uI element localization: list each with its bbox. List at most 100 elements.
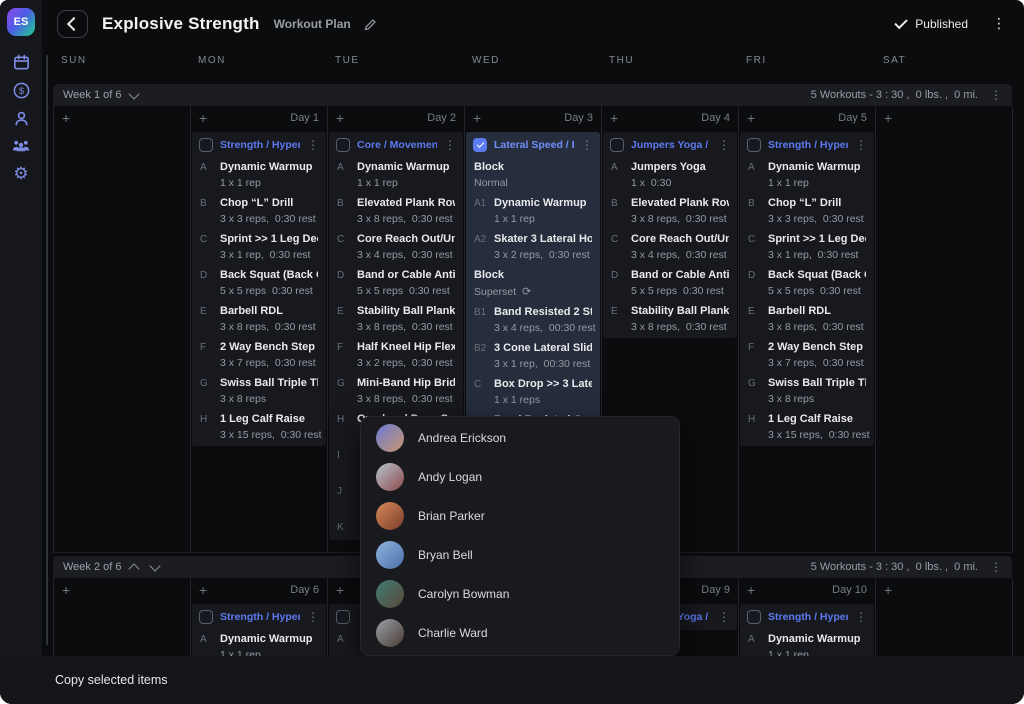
exercise-row[interactable]: D Band or Cable Anti Rotati... 5 x 5 reps … (603, 266, 737, 302)
workout-checkbox[interactable] (473, 138, 487, 152)
exercise-row[interactable]: A Jumpers Yoga 1 x 0:30 (603, 158, 737, 194)
exercise-row[interactable]: H 1 Leg Calf Raise 3 x 15 reps, 0:30 rest (740, 410, 874, 446)
exercise-row[interactable]: D Back Squat (Back Off Set) 5 x 5 reps 0:3… (740, 266, 874, 302)
exercise-row[interactable]: H 1 Leg Calf Raise 3 x 15 reps, 0:30 rest (192, 410, 326, 446)
exercise-row[interactable]: B Elevated Plank Row 3 x 8 reps, 0:30 rest (329, 194, 463, 230)
exercise-row[interactable]: A Dynamic Warmup 1 x 1 rep (192, 158, 326, 194)
exercise-row[interactable]: B2 3 Cone Lateral Slide 3 x 1 rep, 00:30 r… (466, 339, 600, 375)
person-menu-item[interactable]: Bryan Bell (361, 535, 679, 574)
exercise-row[interactable]: J (329, 482, 463, 518)
workout-title[interactable]: Jumpers Yoga / Core (631, 139, 711, 151)
exercise-row[interactable]: F 2 Way Bench Step Up 3 x 7 reps, 0:30 res… (740, 338, 874, 374)
exercise-row[interactable]: C Sprint >> 1 Leg Declarations 3 x 1 rep, … (192, 230, 326, 266)
exercise-row[interactable]: B Chop “L” Drill 3 x 3 reps, 0:30 rest (192, 194, 326, 230)
person-menu-item[interactable]: Carolyn Bowman (361, 574, 679, 613)
add-workout-button[interactable]: + (610, 110, 619, 126)
add-workout-button[interactable]: + (62, 110, 71, 126)
exercise-row[interactable]: E Stability Ball Plank Linear ... 3 x 8 re… (329, 302, 463, 338)
workout-checkbox[interactable] (336, 138, 350, 152)
week-kebab-menu-icon[interactable]: ⋮ (990, 88, 1002, 102)
exercise-row[interactable]: I (329, 446, 463, 482)
add-workout-button[interactable]: + (199, 110, 208, 126)
workout-checkbox[interactable] (199, 138, 213, 152)
workout-kebab-menu-icon[interactable]: ⋮ (581, 138, 593, 152)
exercise-row[interactable]: G Swiss Ball Triple Threat 3 x 8 reps (192, 374, 326, 410)
exercise-row[interactable]: G Mini-Band Hip Bridge w/ ... 3 x 8 reps, … (329, 374, 463, 410)
workout-title[interactable]: Core / Movement Q... (357, 139, 437, 151)
add-workout-button[interactable]: + (473, 110, 482, 126)
exercise-row[interactable]: F 2 Way Bench Step Up 3 x 7 reps, 0:30 res… (192, 338, 326, 374)
workout-kebab-menu-icon[interactable]: ⋮ (444, 138, 456, 152)
exercise-row[interactable]: B1 Band Resisted 2 Step Late... 3 x 4 reps… (466, 303, 600, 339)
exercise-row[interactable]: K (329, 518, 463, 540)
exercise-row[interactable]: A1 Dynamic Warmup 1 x 1 rep (466, 194, 600, 230)
content-scrollbar[interactable] (46, 55, 48, 645)
billing-icon[interactable]: $ (11, 80, 31, 100)
exercise-row[interactable]: G Swiss Ball Triple Threat 3 x 8 reps (740, 374, 874, 410)
workout-checkbox[interactable] (747, 610, 761, 624)
exercise-row[interactable]: D Band or Cable Anti-Rotati... 5 x 5 reps … (329, 266, 463, 302)
person-menu-item[interactable]: Andy Logan (361, 457, 679, 496)
add-workout-button[interactable]: + (336, 582, 345, 598)
chevron-up-icon[interactable] (127, 563, 140, 575)
workout-checkbox[interactable] (199, 610, 213, 624)
workout-title[interactable]: Strength / Hypertro... (768, 139, 848, 151)
chevron-down-icon[interactable] (148, 559, 161, 572)
add-workout-button[interactable]: + (336, 110, 345, 126)
workout-checkbox[interactable] (747, 138, 761, 152)
exercise-row[interactable]: C Core Reach Out/Under 3 x 4 reps, 0:30 re… (329, 230, 463, 266)
exercise-row[interactable]: C Sprint >> 1 Leg Declarations 3 x 1 rep, … (740, 230, 874, 266)
workout-title[interactable]: Strength / Hypertro... (768, 611, 848, 623)
week-kebab-menu-icon[interactable]: ⋮ (990, 560, 1002, 574)
settings-icon[interactable]: ⚙ (13, 163, 29, 184)
workout-card[interactable]: Jumpers Yoga / Core ⋮ A Jumpers Yoga 1 x 0:3… (603, 132, 737, 338)
exercise-row[interactable]: D Back Squat (Back Off Set) 5 x 5 reps 0:3… (192, 266, 326, 302)
workout-title[interactable]: Lateral Speed / Plyo (494, 139, 574, 151)
exercise-row[interactable]: E Barbell RDL 3 x 8 reps, 0:30 rest (192, 302, 326, 338)
workout-card[interactable]: Strength / Hypertro... ⋮ A Dynamic Warmup 1 … (740, 604, 874, 656)
exercise-row[interactable]: C Box Drop >> 3 Lateral H... 1 x 1 reps (466, 375, 600, 411)
workout-checkbox[interactable] (336, 610, 350, 624)
workout-kebab-menu-icon[interactable]: ⋮ (718, 138, 730, 152)
workout-card[interactable]: Strength / Hypertro... ⋮ A Dynamic Warmup 1 … (192, 604, 326, 656)
workout-title[interactable]: Strength / Hypertro... (220, 139, 300, 151)
exercise-row[interactable]: E Stability Ball Plank Linear ... 3 x 8 re… (603, 302, 737, 338)
workout-kebab-menu-icon[interactable]: ⋮ (855, 138, 867, 152)
exercise-row[interactable]: A Dynamic Warmup 1 x 1 rep (329, 158, 463, 194)
workout-kebab-menu-icon[interactable]: ⋮ (307, 610, 319, 624)
workout-kebab-menu-icon[interactable]: ⋮ (718, 610, 730, 624)
exercise-row[interactable]: A (329, 630, 463, 656)
chevron-down-icon[interactable] (127, 87, 140, 100)
athlete-icon[interactable] (11, 108, 31, 128)
team-icon[interactable] (11, 136, 31, 156)
plan-kebab-menu-icon[interactable]: ⋮ (992, 16, 1006, 32)
workout-card[interactable]: Strength / Hypertro... ⋮ A Dynamic Warmup 1 … (192, 132, 326, 446)
add-workout-button[interactable]: + (884, 582, 893, 598)
add-workout-button[interactable]: + (62, 582, 71, 598)
exercise-row[interactable]: B Chop “L” Drill 3 x 3 reps, 0:30 rest (740, 194, 874, 230)
workout-checkbox[interactable] (610, 138, 624, 152)
edit-pencil-icon[interactable] (363, 17, 378, 32)
workout-card[interactable]: Lateral Speed / Plyo ⋮ Block Normal A1 Dynami… (466, 132, 600, 447)
exercise-row[interactable]: E Barbell RDL 3 x 8 reps, 0:30 rest (740, 302, 874, 338)
app-logo[interactable]: ES (7, 8, 35, 36)
workout-kebab-menu-icon[interactable]: ⋮ (855, 610, 867, 624)
workout-title[interactable]: Strength / Hypertro... (220, 611, 300, 623)
exercise-row[interactable]: A Dynamic Warmup 1 x 1 rep (740, 158, 874, 194)
add-workout-button[interactable]: + (199, 582, 208, 598)
add-workout-button[interactable]: + (884, 110, 893, 126)
calendar-icon[interactable] (11, 52, 31, 72)
exercise-row[interactable]: C Core Reach Out/Under 3 x 4 reps, 0:30 re… (603, 230, 737, 266)
exercise-row[interactable]: A Dynamic Warmup 1 x 1 rep (192, 630, 326, 656)
add-workout-button[interactable]: + (747, 110, 756, 126)
back-button[interactable] (57, 10, 88, 38)
exercise-row[interactable]: A2 Skater 3 Lateral Hops >> ... 3 x 2 reps… (466, 230, 600, 266)
add-workout-button[interactable]: + (747, 582, 756, 598)
exercise-row[interactable]: F Half Kneel Hip Flexor Rais... 3 x 2 reps… (329, 338, 463, 374)
person-menu-item[interactable]: Andrea Erickson (361, 418, 679, 457)
exercise-row[interactable]: B Elevated Plank Row 3 x 8 reps, 0:30 rest (603, 194, 737, 230)
workout-card[interactable]: Strength / Hypertro... ⋮ A Dynamic Warmup 1 … (740, 132, 874, 446)
published-status[interactable]: Published (894, 15, 968, 31)
person-menu-item[interactable]: Brian Parker (361, 496, 679, 535)
exercise-row[interactable]: A Dynamic Warmup 1 x 1 rep (740, 630, 874, 656)
